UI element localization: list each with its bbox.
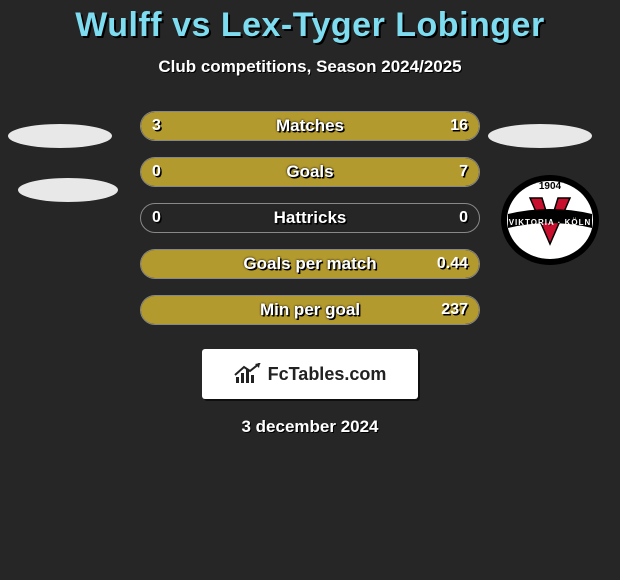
stat-bar (140, 249, 480, 279)
fctables-logo-text: FcTables.com (268, 364, 387, 385)
page-title: Wulff vs Lex-Tyger Lobinger (0, 0, 620, 45)
stat-bar-left (141, 112, 194, 140)
stat-bar (140, 295, 480, 325)
stat-row: Goals07 (0, 157, 620, 187)
stat-bar (140, 157, 480, 187)
chart-icon (234, 363, 262, 385)
stat-bar-right (141, 296, 479, 324)
stats-container: Matches316 Goals07 Hattricks00 Goals per ma… (0, 111, 620, 325)
stat-row: Goals per match0.44 (0, 249, 620, 279)
stat-row: Hattricks00 (0, 203, 620, 233)
stat-row: Matches316 (0, 111, 620, 141)
date: 3 december 2024 (0, 417, 620, 437)
stat-bar (140, 203, 480, 233)
stat-bar-right (141, 250, 479, 278)
subtitle: Club competitions, Season 2024/2025 (0, 57, 620, 77)
stat-row: Min per goal237 (0, 295, 620, 325)
stat-bar-right (141, 158, 479, 186)
fctables-logo: FcTables.com (202, 349, 418, 399)
stat-bar-right (194, 112, 479, 140)
stat-bar (140, 111, 480, 141)
